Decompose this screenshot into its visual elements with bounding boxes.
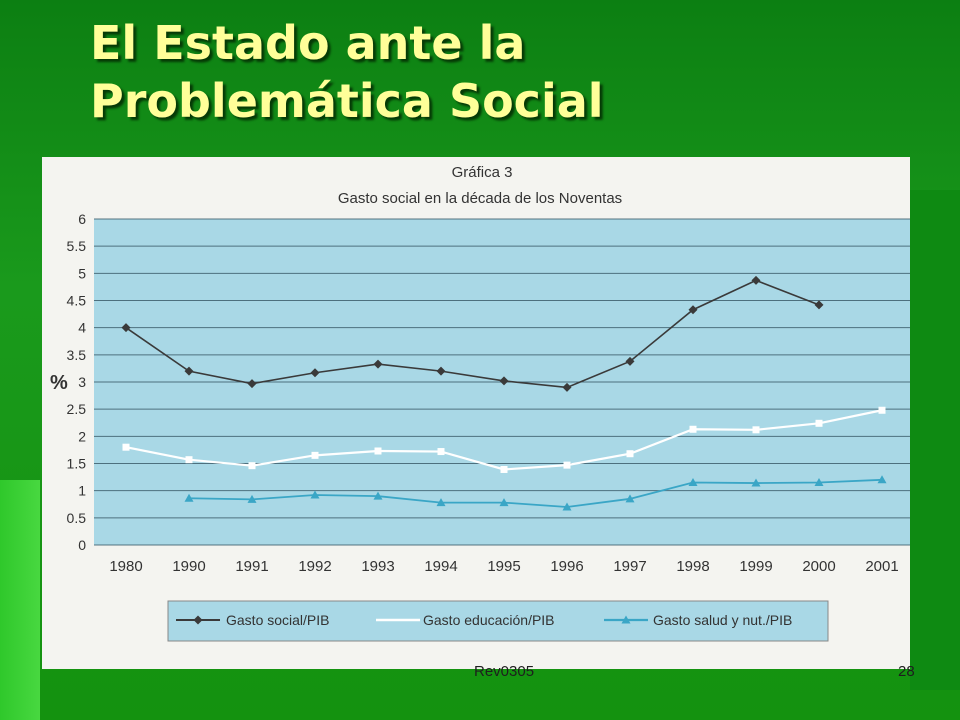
x-tick-label-5: 1994 [424,558,457,575]
series-0-point-0 [121,323,131,333]
plot-area: 0 0.5 1 1.5 2 2.5 3 3.5 4 4.5 5 5.5 6 1980 1990 1991 199… [67,211,910,575]
x-tick-label-2: 1991 [235,558,268,575]
series-2-point-4 [373,491,383,500]
series-2-point-10 [751,478,761,487]
series-2-point-1 [184,493,194,502]
series-1-point-0 [122,443,130,451]
y-tick-label-12: 6 [78,211,86,227]
series-2-point-9 [688,478,698,487]
y-tick-label-4: 2 [78,428,86,444]
decorative-band-left [0,480,40,720]
chart-subtitle: Gasto social en la década de los Noventa… [338,190,622,207]
footer-label: Rev0305 [474,663,535,680]
series-1-point-1 [185,456,193,464]
slide-title-line-2: Problemática Social [90,74,604,128]
series-1-point-10 [752,426,760,434]
legend-marker-2 [621,615,631,624]
y-tick-label-7: 3.5 [67,347,87,363]
page-number: 28 [898,663,915,680]
series-2-point-12 [877,475,887,484]
y-tick-label-8: 4 [78,320,86,336]
y-tick-label-10: 5 [78,265,86,281]
slide-title: El Estado ante la Problemática Social [90,14,910,130]
y-tick-label-5: 2.5 [67,401,87,417]
x-tick-label-3: 1992 [298,558,331,575]
slide-title-line-1: El Estado ante la [90,16,526,70]
series-1-point-9 [689,425,697,433]
x-tick-label-6: 1995 [487,558,520,575]
series-0-point-3 [310,368,320,378]
y-tick-label-11: 5.5 [67,238,87,254]
x-tick-label-12: 2001 [865,558,898,575]
series-1-point-6 [500,465,508,473]
series-1-point-7 [563,461,571,469]
y-tick-label-2: 1 [78,483,86,499]
series-2-point-7 [562,502,572,511]
series-0-point-8 [625,356,635,366]
series-0-point-4 [373,359,383,369]
series-2-point-5 [436,498,446,507]
series-0-point-1 [184,366,194,376]
line-chart: Gráfica 3 Gasto social en la década de l… [50,164,910,642]
legend-label-2: Gasto salud y nut./PIB [653,612,792,628]
series-2-point-11 [814,478,824,487]
series-1-point-11 [815,419,823,427]
series-2-point-2 [247,494,257,503]
chart-figure: Gráfica 3 Gasto social en la década de l… [42,157,910,669]
legend-label-1: Gasto educación/PIB [423,612,555,628]
x-tick-label-8: 1997 [613,558,646,575]
x-tick-label-1: 1990 [172,558,205,575]
series-1-point-4 [374,447,382,455]
legend-label-0: Gasto social/PIB [226,612,330,628]
series-0-point-5 [436,366,446,376]
y-tick-label-9: 4.5 [67,293,87,309]
y-tick-label-6: 3 [78,374,86,390]
series-2-point-3 [310,490,320,499]
x-tick-label-0: 1980 [109,558,142,575]
series-1-point-3 [311,451,319,459]
x-tick-label-10: 1999 [739,558,772,575]
series-0-point-9 [688,305,698,315]
series-0-point-2 [247,379,257,389]
y-tick-label-0: 0 [78,537,86,553]
x-tick-label-9: 1998 [676,558,709,575]
legend-marker-0 [193,615,203,625]
x-tick-label-7: 1996 [550,558,583,575]
series-0-point-6 [499,376,509,386]
series-line-0 [125,279,820,389]
x-tick-label-4: 1993 [361,558,394,575]
series-1-point-2 [248,462,256,470]
y-tick-label-1: 0.5 [67,510,87,526]
x-tick-label-11: 2000 [802,558,835,575]
y-axis-label: % [50,372,68,394]
series-line-2 [188,478,883,508]
series-0-point-10 [751,275,761,285]
y-tick-label-3: 1.5 [67,456,87,472]
series-1-point-8 [626,450,634,458]
series-0-point-7 [562,382,572,392]
series-2-point-6 [499,498,509,507]
legend: Gasto social/PIB Gasto educación/PIB Gasto… [167,600,829,642]
series-1-point-5 [437,448,445,456]
decorative-band-right [910,190,960,690]
legend-box [167,600,829,642]
chart-title: Gráfica 3 [452,164,513,181]
series-1-point-12 [878,406,886,414]
series-2-point-8 [625,494,635,503]
series-0-point-11 [814,300,824,310]
